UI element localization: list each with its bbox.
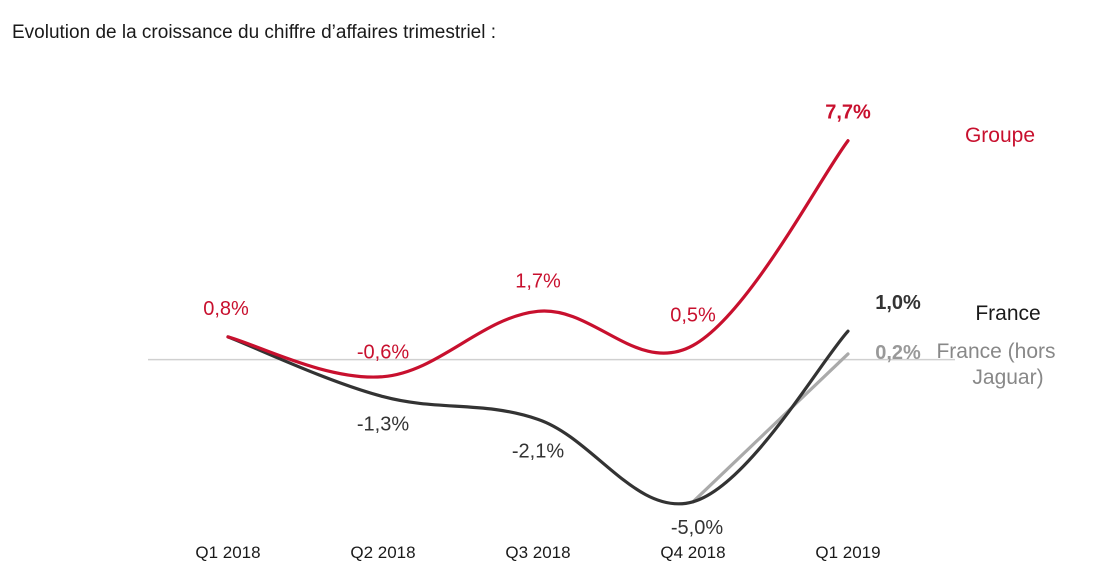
- data-label: 7,7%: [825, 102, 871, 124]
- data-label: -2,1%: [512, 440, 564, 462]
- series-line-france: [226, 329, 850, 506]
- series-line-france-hors-jaguar: [691, 352, 850, 504]
- data-label: -5,0%: [671, 517, 723, 539]
- data-label: 0,5%: [670, 304, 716, 326]
- data-label: 0,8%: [203, 298, 249, 320]
- x-tick-label: Q1 2018: [195, 543, 260, 562]
- x-tick-label: Q3 2018: [505, 543, 570, 562]
- data-label: -1,3%: [357, 414, 409, 436]
- series-line-groupe: [226, 139, 850, 379]
- legend-entry: Groupe: [965, 124, 1035, 147]
- x-tick-label: Q2 2018: [350, 543, 415, 562]
- data-label: 0,2%: [875, 342, 921, 364]
- data-label: -0,6%: [357, 342, 409, 364]
- legend-entry: France: [975, 302, 1040, 325]
- x-tick-label: Q4 2018: [660, 543, 725, 562]
- x-tick-label: Q1 2019: [815, 543, 880, 562]
- data-label: 1,7%: [515, 270, 561, 292]
- legend-entry: France (hors Jaguar): [936, 340, 1055, 389]
- data-label: 1,0%: [875, 292, 921, 314]
- chart-title: Evolution de la croissance du chiffre d’…: [12, 22, 497, 43]
